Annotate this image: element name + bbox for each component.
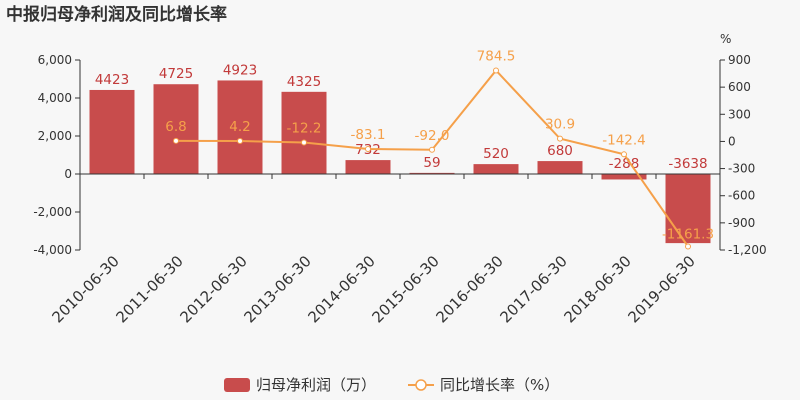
chart-title: 中报归母净利润及同比增长率 xyxy=(6,4,227,25)
x-axis-tick-label: 2014-06-30 xyxy=(304,252,378,326)
line-label: -92.0 xyxy=(415,128,450,144)
bar-label: 4725 xyxy=(159,66,193,82)
x-axis-tick-label: 2010-06-30 xyxy=(48,252,122,326)
line-point xyxy=(237,138,243,145)
legend-line-marker[interactable] xyxy=(415,379,427,391)
right-axis-tick-label: -600 xyxy=(728,189,755,203)
x-axis-tick-label: 2013-06-30 xyxy=(240,252,314,326)
x-axis-tick-label: 2016-06-30 xyxy=(432,252,506,326)
left-axis-tick-label: -4,000 xyxy=(33,243,72,257)
line-point xyxy=(173,137,179,144)
bar xyxy=(601,174,647,180)
right-axis-unit: % xyxy=(720,32,731,46)
bar-label: 59 xyxy=(423,155,440,171)
line-point xyxy=(685,243,691,250)
right-axis-tick-label: -300 xyxy=(728,162,755,176)
line-label: -1161.3 xyxy=(662,226,714,242)
bar-label: 4923 xyxy=(223,62,257,78)
line-point xyxy=(493,67,499,74)
right-axis-tick-label: 600 xyxy=(728,80,751,94)
bar xyxy=(153,84,199,174)
line-label: 4.2 xyxy=(229,119,250,135)
line-point xyxy=(365,145,371,152)
line-label: -142.4 xyxy=(602,132,646,148)
bar xyxy=(217,80,263,174)
left-axis-tick-label: -2,000 xyxy=(33,205,72,219)
x-axis-tick-label: 2018-06-30 xyxy=(560,252,634,326)
x-axis-tick-label: 2017-06-30 xyxy=(496,252,570,326)
bar-label: -3638 xyxy=(668,156,707,172)
legend-bar-label[interactable]: 归母净利润（万） xyxy=(256,376,376,394)
right-axis-tick-label: 900 xyxy=(728,53,751,67)
left-axis-tick-label: 2,000 xyxy=(38,129,72,143)
bar xyxy=(89,89,135,174)
x-axis: 2010-06-302011-06-302012-06-302013-06-30… xyxy=(48,173,721,326)
left-axis-tick-label: 0 xyxy=(64,167,72,181)
line-label: -12.2 xyxy=(287,121,322,137)
line-point xyxy=(301,139,307,146)
x-axis-tick-label: 2015-06-30 xyxy=(368,252,442,326)
line-label: 6.8 xyxy=(165,119,186,135)
left-axis-tick-label: 4,000 xyxy=(38,91,72,105)
x-axis-tick-label: 2011-06-30 xyxy=(112,252,186,326)
left-axis-tick-label: 6,000 xyxy=(38,53,72,67)
bar-label: -288 xyxy=(609,156,640,172)
bar xyxy=(345,160,391,174)
legend-bar-swatch[interactable] xyxy=(224,378,250,392)
bar-series: 442347254923432573259520680-288-3638 xyxy=(89,62,711,244)
legend[interactable]: 归母净利润（万） 同比增长率（%） xyxy=(224,376,559,394)
line-point xyxy=(429,146,435,153)
bar xyxy=(473,164,519,174)
line-point xyxy=(557,135,563,142)
x-axis-tick-label: 2012-06-30 xyxy=(176,252,250,326)
bar xyxy=(281,91,327,174)
legend-line-label[interactable]: 同比增长率（%） xyxy=(440,376,559,394)
bar-label: 680 xyxy=(547,143,573,159)
right-axis-tick-label: 0 xyxy=(728,134,736,148)
line-series: 6.8 4.2 -12.2 -83.1 -92.0 784.5 30.9 -142.4 -116… xyxy=(165,48,714,250)
bar xyxy=(665,174,711,244)
right-axis-tick-label: -900 xyxy=(728,216,755,230)
bar xyxy=(537,161,583,174)
line-label: 784.5 xyxy=(477,48,516,64)
line-label: -83.1 xyxy=(351,127,386,143)
bar-label: 4325 xyxy=(287,74,321,90)
right-axis-tick-label: -1,200 xyxy=(728,243,767,257)
line-label: 30.9 xyxy=(545,117,575,133)
right-axis: -1,200 -900 -600 -300 0 300 600 900 xyxy=(719,53,767,257)
line-point xyxy=(621,151,627,158)
bar-label: 4423 xyxy=(95,72,129,88)
bar-label: 520 xyxy=(483,146,509,162)
left-axis: -4,000 -2,000 0 2,000 4,000 6,000 xyxy=(33,53,81,257)
x-axis-tick-label: 2019-06-30 xyxy=(624,252,698,326)
bar xyxy=(409,172,455,174)
right-axis-tick-label: 300 xyxy=(728,107,751,121)
